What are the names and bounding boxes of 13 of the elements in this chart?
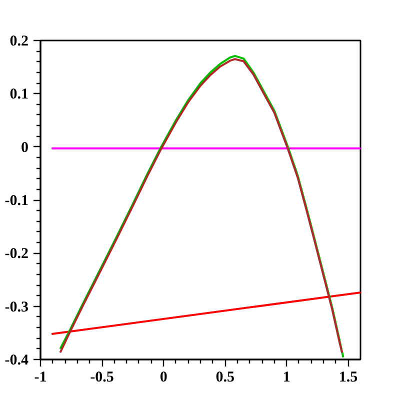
x-tick-label: 1.5 (338, 370, 358, 386)
x-tick-label: 1 (282, 370, 290, 386)
y-tick-label: -0.1 (4, 193, 29, 209)
y-tick-label: 0.2 (10, 34, 28, 50)
x-tick-label: 0.5 (216, 370, 234, 386)
y-tick-label: -0.3 (4, 299, 29, 316)
x-tick-label: -1 (34, 370, 47, 386)
y-tick-label: 0 (21, 140, 28, 156)
x-tick-label: 0 (160, 370, 168, 386)
y-tick-label: -0.2 (4, 246, 29, 262)
y-tick-label: -0.4 (4, 352, 29, 368)
x-tick-label: -0.5 (90, 370, 114, 386)
y-tick-label: 0.1 (10, 86, 28, 103)
